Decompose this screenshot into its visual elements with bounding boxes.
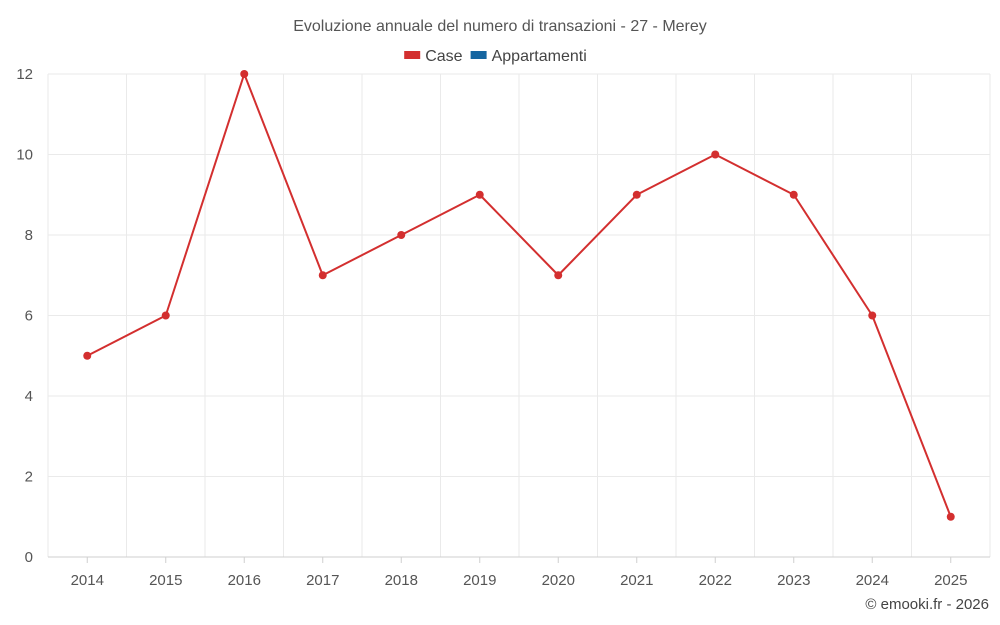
data-point-2022[interactable] [711,150,720,159]
x-axis-ticks: 2014 2015 2016 2017 2018 2019 2020 2021 2022 2023… [71,557,967,589]
data-point-2024[interactable] [868,311,877,320]
y-tick-label: 8 [25,227,33,244]
x-tick-label: 2024 [856,572,889,589]
data-point-2021[interactable] [632,190,641,199]
x-tick-label: 2023 [777,572,810,589]
data-point-2017[interactable] [318,271,327,280]
legend-swatch [470,51,487,59]
data-point-2023[interactable] [789,190,798,199]
x-tick-label: 2020 [542,572,575,589]
data-point-2015[interactable] [161,311,170,320]
chart-title: Evoluzione annuale del numero di transaz… [293,18,707,35]
legend-item-case[interactable]: Case [404,48,463,65]
x-tick-label: 2015 [149,572,182,589]
legend-label: Case [425,48,462,65]
x-tick-label: 2025 [934,572,967,589]
data-point-2016[interactable] [240,70,249,78]
y-tick-label: 2 [25,469,33,486]
x-tick-label: 2014 [71,572,104,589]
y-tick-label: 10 [16,147,33,164]
x-tick-label: 2022 [699,572,732,589]
x-tick-label: 2019 [463,572,496,589]
data-point-2018[interactable] [397,231,406,239]
x-tick-label: 2021 [620,572,653,589]
legend: Case Appartamenti [404,48,587,65]
legend-label: Appartamenti [492,48,587,65]
series-line-case [86,73,952,518]
data-point-2025[interactable] [946,512,955,521]
y-tick-label: 4 [25,388,33,405]
x-tick-label: 2017 [306,572,339,589]
x-tick-label: 2018 [385,572,418,589]
y-tick-label: 0 [25,549,33,566]
data-point-2019[interactable] [475,190,484,199]
y-tick-label: 12 [16,66,33,83]
gridlines [47,73,991,557]
legend-item-appartamenti[interactable]: Appartamenti [470,48,587,65]
data-point-2020[interactable] [554,271,563,280]
x-tick-label: 2016 [228,572,261,589]
y-axis-ticks: 0 2 4 6 8 10 12 [16,66,33,566]
y-tick-label: 6 [25,308,33,325]
series-layer [83,70,955,521]
credit-text: © emooki.fr - 2026 [865,596,989,613]
data-point-2014[interactable] [83,351,92,360]
legend-swatch [404,51,421,59]
